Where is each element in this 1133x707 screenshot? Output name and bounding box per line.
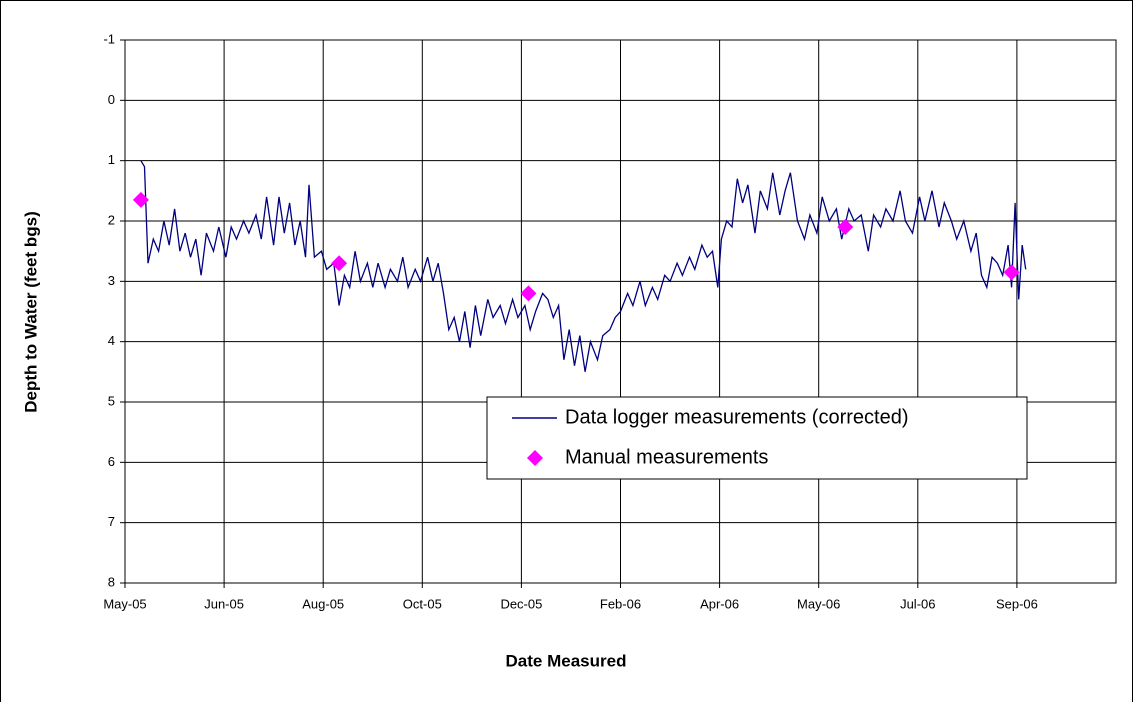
y-tick-label: 3 [108,273,115,288]
x-tick-label: Apr-06 [700,596,739,611]
x-tick-label: Dec-05 [500,596,542,611]
data-point [132,191,149,208]
legend-box [486,396,1028,480]
y-tick-label: 0 [108,92,115,107]
data-point [837,219,854,236]
y-axis-label: Depth to Water (feet bgs) [21,211,40,412]
data-line [140,160,1027,372]
y-tick-label: 2 [108,212,115,227]
x-tick-label: May-06 [797,596,840,611]
x-tick-label: May-05 [103,596,146,611]
legend: Data logger measurements (corrected) Manu… [486,396,1028,480]
y-tick-label: 6 [108,454,115,469]
data-point [331,255,348,272]
data-point [520,285,537,302]
x-tick-label: Sep-06 [996,596,1038,611]
x-tick-label: Aug-05 [302,596,344,611]
y-tick-label: 1 [108,152,115,167]
y-tick-label: 4 [108,333,115,348]
x-tick-label: Feb-06 [600,596,641,611]
legend-marker [527,450,543,466]
y-tick-label: 8 [108,574,115,589]
x-axis-label: Date Measured [506,651,627,670]
y-tick-label: 7 [108,514,115,529]
y-tick-label: -1 [103,31,115,46]
legend-label: Data logger measurements (corrected) [565,406,908,428]
y-tick-label: 5 [108,393,115,408]
data-point [1003,264,1020,281]
x-tick-label: Oct-05 [403,596,442,611]
legend-label: Manual measurements [565,446,768,468]
x-tick-label: Jul-06 [900,596,935,611]
x-tick-label: Jun-05 [204,596,244,611]
